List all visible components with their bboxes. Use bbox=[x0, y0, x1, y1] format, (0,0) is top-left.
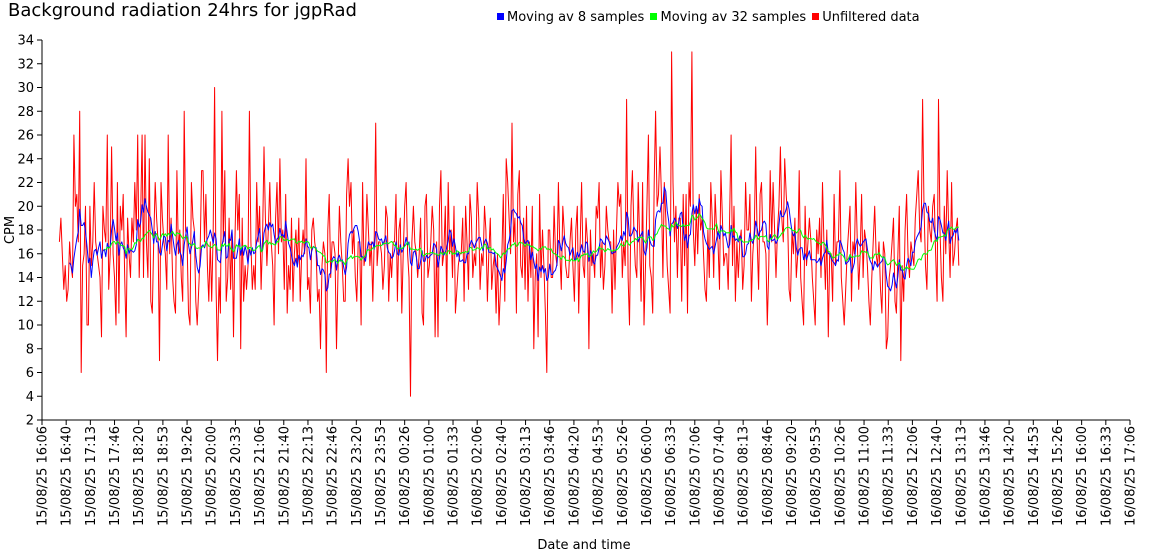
x-ticks: 15/08/25 16:06 15/08/25 16:40 15/08/25 17:… bbox=[36, 420, 1139, 526]
x-tick-label: 15/08/25 20:00 bbox=[205, 426, 220, 526]
x-tick-label: 16/08/25 14:20 bbox=[1003, 426, 1018, 526]
series-line-moving-av-8 bbox=[69, 186, 960, 292]
y-tick-label: 22 bbox=[17, 176, 34, 191]
chart-title: Background radiation 24hrs for jgpRad bbox=[8, 0, 357, 21]
x-tick-label: 15/08/25 18:53 bbox=[156, 426, 171, 526]
y-tick-label: 4 bbox=[26, 390, 34, 405]
x-tick-label: 16/08/25 16:00 bbox=[1075, 426, 1090, 526]
x-tick-label: 16/08/25 17:06 bbox=[1124, 426, 1139, 526]
x-tick-label: 15/08/25 21:40 bbox=[277, 426, 292, 526]
x-tick-label: 16/08/25 08:13 bbox=[737, 426, 752, 526]
x-tick-label: 15/08/25 17:46 bbox=[108, 426, 123, 526]
legend-label-ma32: Moving av 32 samples bbox=[660, 10, 807, 25]
y-axis-label: CPM bbox=[3, 216, 18, 244]
x-axis-label: Date and time bbox=[537, 538, 630, 553]
x-tick-label: 16/08/25 07:40 bbox=[712, 426, 727, 526]
x-tick-label: 15/08/25 20:33 bbox=[229, 426, 244, 526]
x-tick-label: 16/08/25 11:00 bbox=[858, 426, 873, 526]
x-tick-label: 16/08/25 01:00 bbox=[422, 426, 437, 526]
x-tick-label: 16/08/25 02:40 bbox=[495, 426, 510, 526]
legend-item-ma8: Moving av 8 samples bbox=[497, 10, 644, 25]
x-tick-label: 16/08/25 00:26 bbox=[398, 426, 413, 526]
y-tick-label: 12 bbox=[17, 295, 34, 310]
y-tick-label: 18 bbox=[17, 224, 34, 239]
x-tick-label: 16/08/25 11:33 bbox=[882, 426, 897, 526]
series-line-unfiltered bbox=[58, 51, 960, 397]
x-tick-label: 15/08/25 23:53 bbox=[374, 426, 389, 526]
x-tick-label: 16/08/25 13:46 bbox=[978, 426, 993, 526]
x-tick-label: 16/08/25 06:33 bbox=[664, 426, 679, 526]
y-tick-label: 26 bbox=[17, 129, 34, 144]
x-tick-label: 16/08/25 01:33 bbox=[447, 426, 462, 526]
x-tick-label: 15/08/25 18:20 bbox=[132, 426, 147, 526]
x-tick-label: 15/08/25 21:06 bbox=[253, 426, 268, 526]
x-tick-label: 16/08/25 03:46 bbox=[543, 426, 558, 526]
x-tick-label: 16/08/25 09:20 bbox=[785, 426, 800, 526]
legend-label-ma8: Moving av 8 samples bbox=[507, 10, 645, 25]
legend-item-unfiltered: Unfiltered data bbox=[812, 10, 920, 25]
y-tick-label: 34 bbox=[17, 34, 34, 49]
x-tick-label: 16/08/25 05:26 bbox=[616, 426, 631, 526]
x-tick-label: 16/08/25 04:20 bbox=[567, 426, 582, 526]
x-tick-label: 16/08/25 16:33 bbox=[1099, 426, 1114, 526]
x-tick-label: 16/08/25 10:26 bbox=[833, 426, 848, 526]
y-tick-label: 2 bbox=[26, 414, 34, 429]
y-tick-label: 14 bbox=[17, 271, 34, 286]
x-tick-label: 15/08/25 22:46 bbox=[326, 426, 341, 526]
legend-swatch-ma8 bbox=[497, 13, 504, 20]
y-tick-label: 24 bbox=[17, 152, 34, 167]
y-tick-label: 8 bbox=[26, 342, 34, 357]
y-tick-label: 32 bbox=[17, 57, 34, 72]
x-tick-label: 16/08/25 13:13 bbox=[954, 426, 969, 526]
x-tick-label: 16/08/25 08:46 bbox=[761, 426, 776, 526]
x-tick-label: 15/08/25 19:26 bbox=[181, 426, 196, 526]
x-tick-label: 15/08/25 17:13 bbox=[84, 426, 99, 526]
legend-label-unfiltered: Unfiltered data bbox=[822, 10, 920, 25]
legend-swatch-ma32 bbox=[650, 13, 658, 20]
y-tick-label: 10 bbox=[17, 319, 34, 334]
x-tick-label: 16/08/25 15:26 bbox=[1051, 426, 1066, 526]
x-tick-label: 16/08/25 06:00 bbox=[640, 426, 655, 526]
y-tick-label: 28 bbox=[17, 105, 34, 120]
x-tick-label: 16/08/25 14:53 bbox=[1027, 426, 1042, 526]
y-tick-label: 16 bbox=[17, 247, 34, 262]
series-layer bbox=[58, 51, 960, 397]
x-tick-label: 16/08/25 07:06 bbox=[688, 426, 703, 526]
x-tick-label: 15/08/25 16:40 bbox=[60, 426, 75, 526]
y-tick-label: 6 bbox=[26, 366, 34, 381]
x-tick-label: 16/08/25 09:53 bbox=[809, 426, 824, 526]
legend-swatch-unfiltered bbox=[812, 13, 820, 20]
x-tick-label: 16/08/25 02:06 bbox=[471, 426, 486, 526]
x-tick-label: 16/08/25 04:53 bbox=[592, 426, 607, 526]
x-tick-label: 15/08/25 23:20 bbox=[350, 426, 365, 526]
x-tick-label: 15/08/25 16:06 bbox=[36, 426, 51, 526]
y-tick-label: 20 bbox=[17, 200, 34, 215]
x-tick-label: 16/08/25 12:06 bbox=[906, 426, 921, 526]
x-tick-label: 16/08/25 12:40 bbox=[930, 426, 945, 526]
y-tick-label: 30 bbox=[17, 81, 34, 96]
legend: Moving av 8 samples Moving av 32 samples… bbox=[497, 10, 922, 25]
x-tick-label: 16/08/25 03:13 bbox=[519, 426, 534, 526]
legend-item-ma32: Moving av 32 samples bbox=[650, 10, 806, 25]
series-line-moving-av-32 bbox=[104, 213, 959, 271]
x-tick-label: 15/08/25 22:13 bbox=[301, 426, 316, 526]
